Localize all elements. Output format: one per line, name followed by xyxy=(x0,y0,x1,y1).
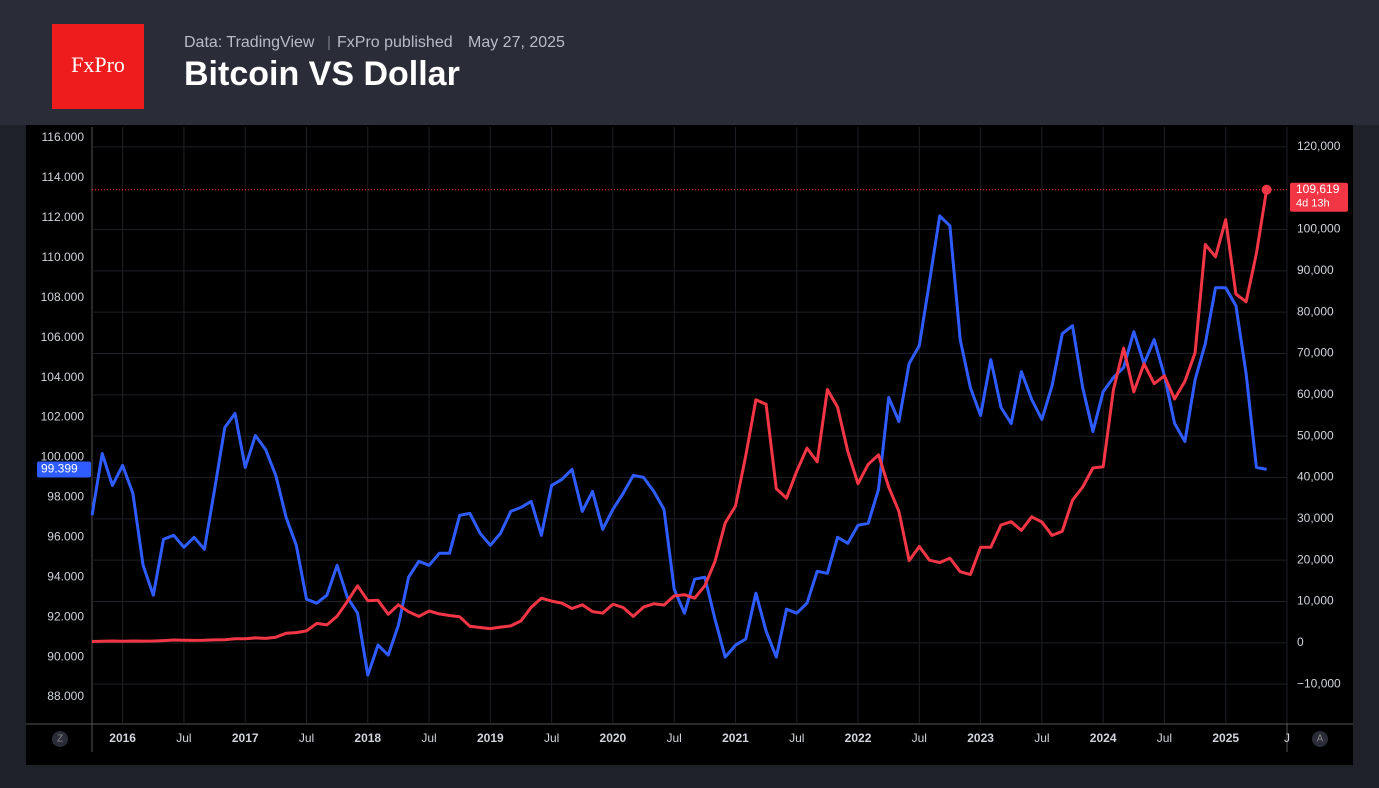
date: May 27, 2025 xyxy=(468,34,565,51)
x-tick-label: 2017 xyxy=(232,731,259,745)
series-line xyxy=(90,214,1267,677)
axis-button[interactable] xyxy=(52,731,68,747)
x-tick-label: 2019 xyxy=(477,731,504,745)
x-tick-label: Jul xyxy=(421,731,436,745)
source: Data: TradingView xyxy=(184,34,315,51)
axis-button[interactable] xyxy=(1312,731,1328,747)
publisher: FxPro published xyxy=(337,34,453,51)
y-tick-label: 92.000 xyxy=(47,609,84,623)
y2-tick-label: 50,000 xyxy=(1297,428,1334,442)
x-tick-label: Jul xyxy=(1157,731,1172,745)
x-tick-label: Jul xyxy=(667,731,682,745)
y2-tick-label: 60,000 xyxy=(1297,387,1334,401)
x-tick-label: Jul xyxy=(176,731,191,745)
y-tick-label: 100.000 xyxy=(41,450,85,464)
y-tick-label: 104.000 xyxy=(41,370,85,384)
series-line xyxy=(91,189,1269,643)
header xyxy=(0,0,1379,125)
y-tick-label: 94.000 xyxy=(47,569,84,583)
logo xyxy=(52,24,144,109)
x-tick-label: Jul xyxy=(912,731,927,745)
y2-tick-label: 0 xyxy=(1297,635,1304,649)
x-tick-label: 2022 xyxy=(845,731,872,745)
x-tick-label: 2018 xyxy=(354,731,381,745)
y2-tick-label: −10,000 xyxy=(1297,676,1341,690)
y-tick-label: 102.000 xyxy=(41,410,85,424)
x-tick-label: 2025 xyxy=(1212,731,1239,745)
x-tick-label: Jul xyxy=(299,731,314,745)
y-tick-label: 108.000 xyxy=(41,290,85,304)
logo-text: FxPro xyxy=(71,52,125,77)
last-point xyxy=(1261,184,1272,195)
y-tick-label: 90.000 xyxy=(47,649,84,663)
chart-area xyxy=(26,125,1353,765)
x-tick-label: 2016 xyxy=(109,731,136,745)
y2-tick-label: 70,000 xyxy=(1297,346,1334,360)
y2-tick-label: 90,000 xyxy=(1297,263,1334,277)
x-tick-label: 2023 xyxy=(967,731,994,745)
y-tick-label: 106.000 xyxy=(41,330,85,344)
y2-tick-label: 80,000 xyxy=(1297,304,1334,318)
y2-tick-label: 10,000 xyxy=(1297,594,1334,608)
price-tag-label: 99.399 xyxy=(41,462,78,476)
x-tick-label: 2021 xyxy=(722,731,749,745)
y2-tick-label: 40,000 xyxy=(1297,470,1334,484)
y-tick-label: 112.000 xyxy=(42,210,85,224)
x-tick-label: Jul xyxy=(789,731,804,745)
y2-tick-label: 120,000 xyxy=(1297,139,1341,153)
price-tag xyxy=(1290,182,1348,212)
axis-button-label[interactable]: A xyxy=(1317,734,1324,745)
x-tick-label: Jul xyxy=(1034,731,1049,745)
x-tick-label: 2020 xyxy=(600,731,627,745)
countdown: 4d 13h xyxy=(1296,198,1330,210)
y-tick-label: 88.000 xyxy=(47,689,84,703)
x-tick-label: J xyxy=(1284,731,1290,745)
y-tick-label: 98.000 xyxy=(47,490,84,504)
y-tick-label: 96.000 xyxy=(47,529,84,543)
chart-title: Bitcoin VS Dollar xyxy=(184,55,460,93)
y2-tick-label: 100,000 xyxy=(1297,222,1341,236)
y-tick-label: 110.000 xyxy=(42,250,85,264)
y2-tick-label: 20,000 xyxy=(1297,552,1334,566)
axis-button-label[interactable]: Z xyxy=(57,734,63,745)
y-tick-label: 114.000 xyxy=(42,170,85,184)
x-tick-label: 2024 xyxy=(1090,731,1117,745)
price-tag-label: 109,619 xyxy=(1296,182,1340,196)
y2-tick-label: 30,000 xyxy=(1297,511,1334,525)
y-tick-label: 116.000 xyxy=(42,130,85,144)
x-tick-label: Jul xyxy=(544,731,559,745)
price-tag xyxy=(37,461,91,478)
